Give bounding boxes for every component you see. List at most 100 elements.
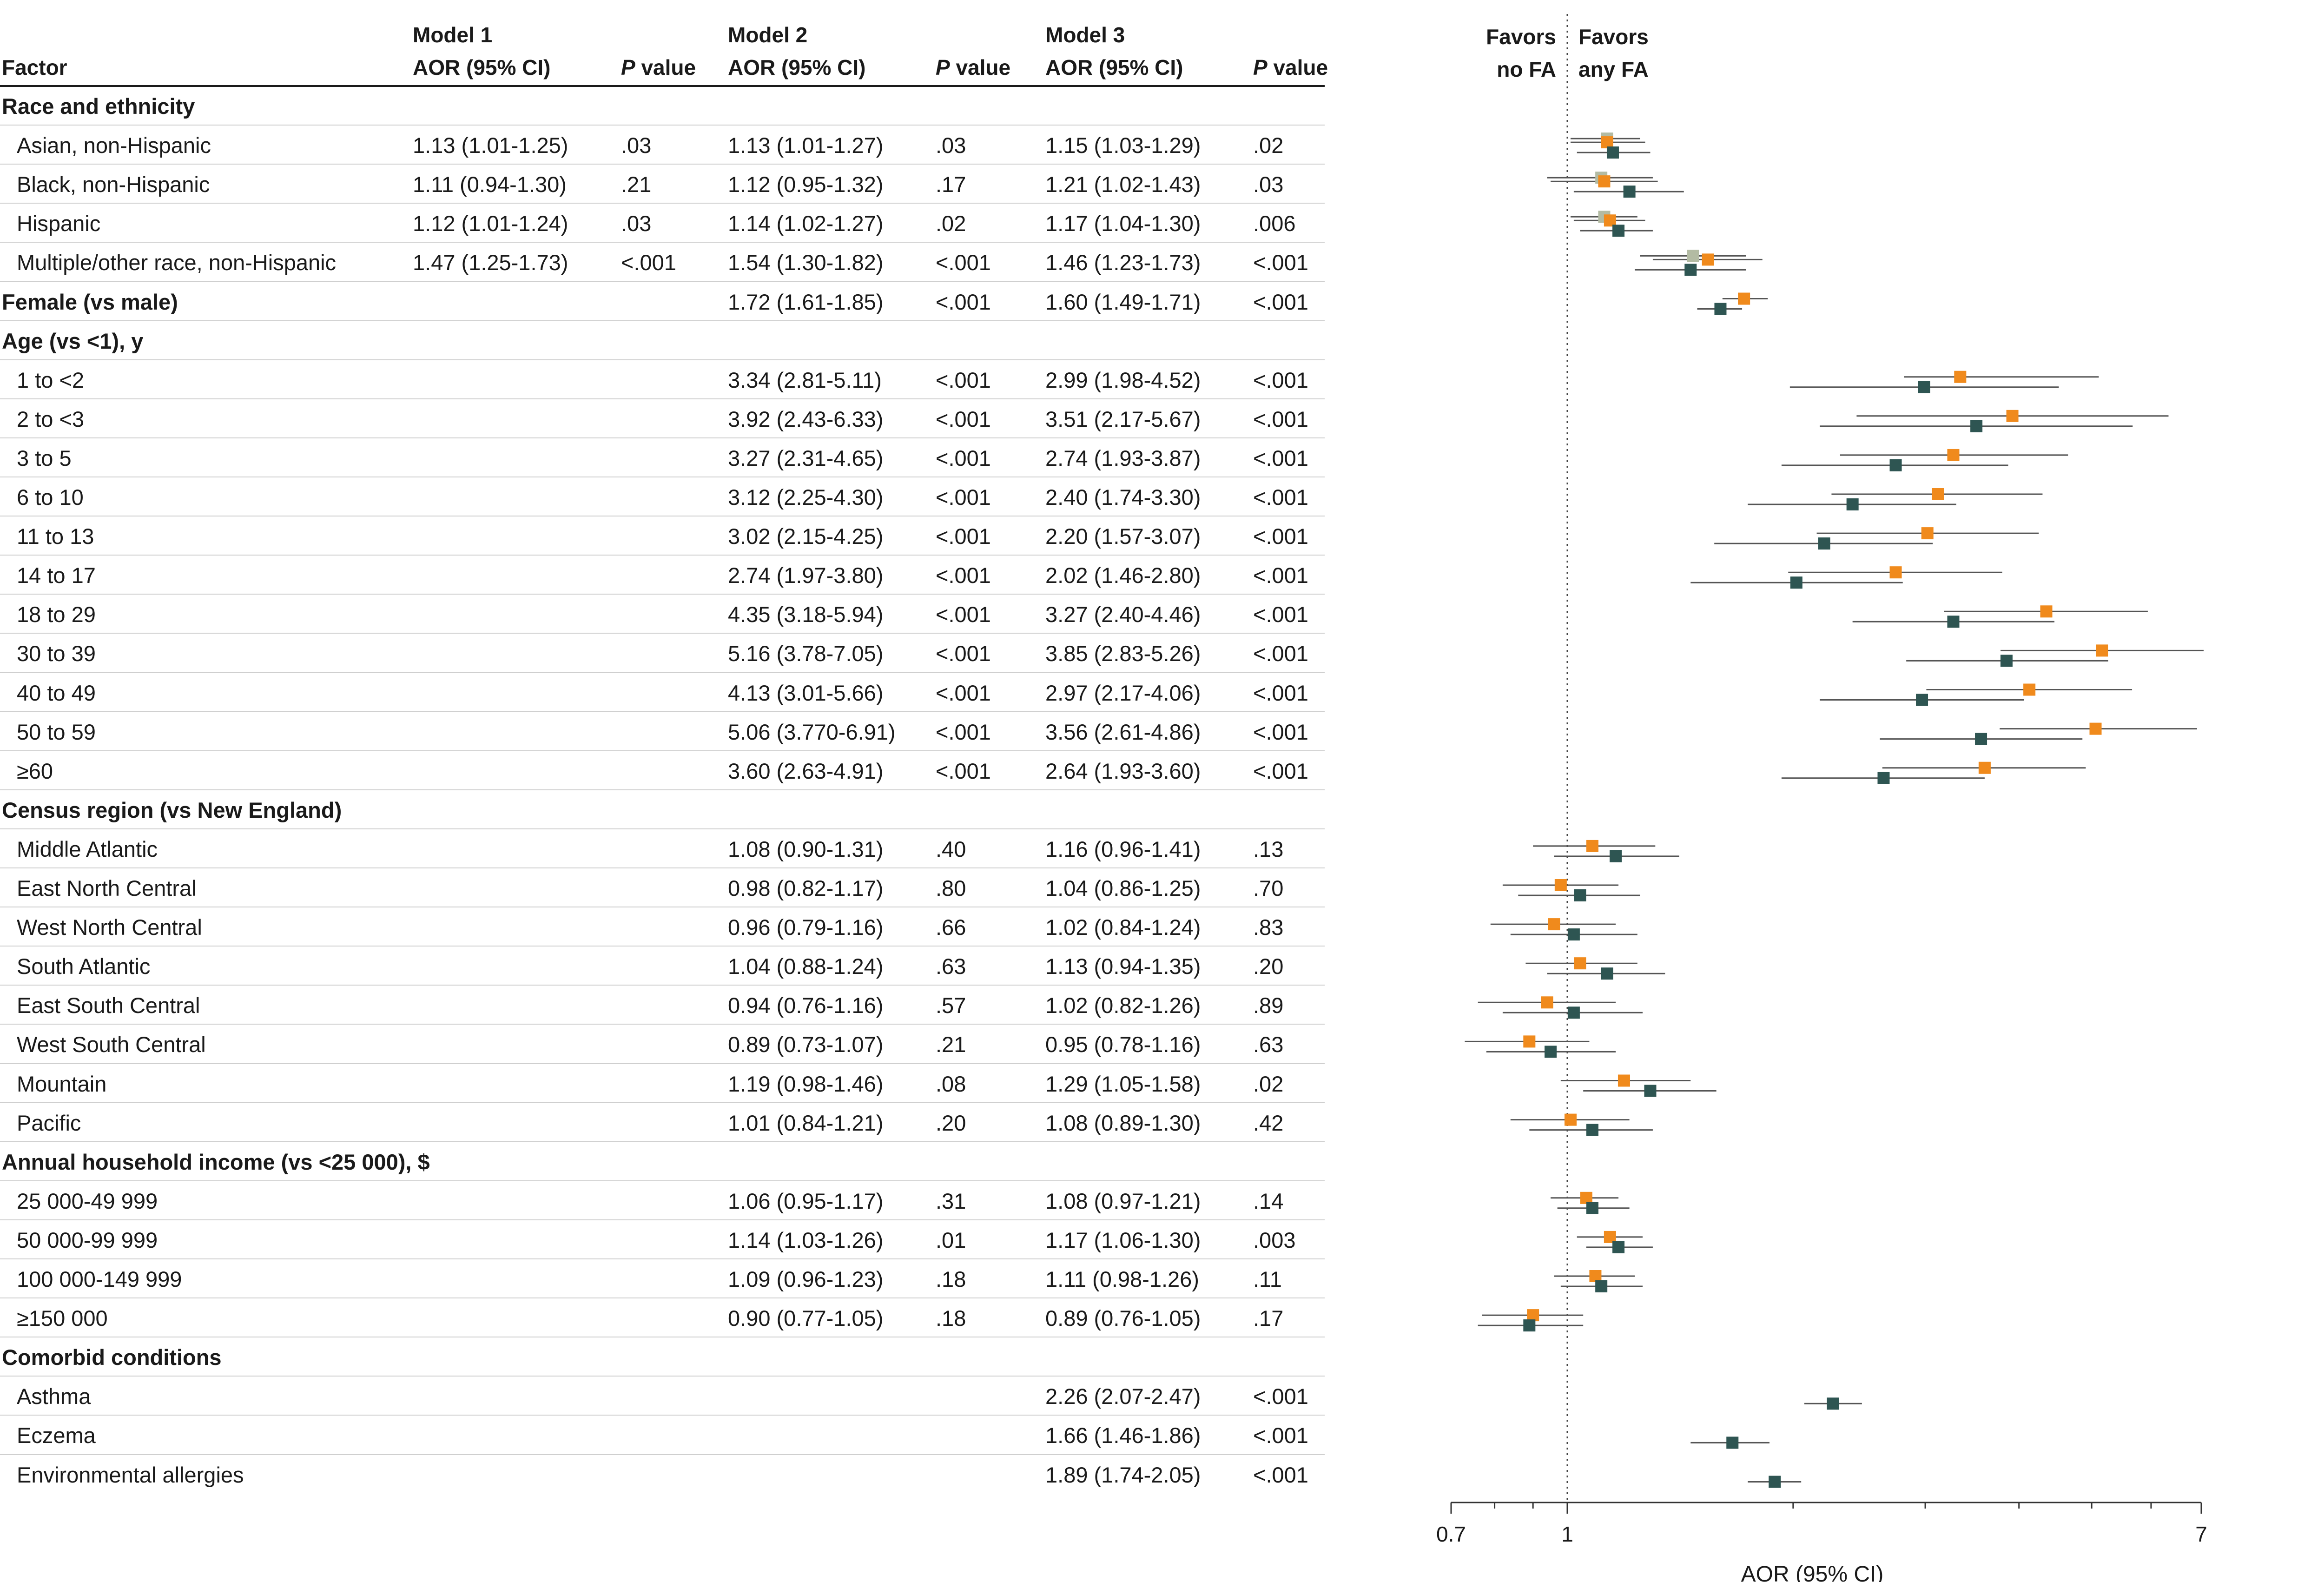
factor-label: 100 000-149 999 (17, 1267, 182, 1291)
table-row: 18 to 29 4.35 (3.18-5.94) <.001 3.27 (2.40-… (0, 594, 1325, 633)
p-value-cell-model2: <.001 (936, 406, 991, 431)
table-row: 14 to 17 2.74 (1.97-3.80) <.001 2.02 (1.46-… (0, 555, 1325, 594)
estimate-point (1580, 1191, 1592, 1204)
aor-cell-model3: 1.21 (1.02-1.43) (1045, 172, 1201, 197)
x-tick-label: 7 (2195, 1522, 2207, 1546)
table-row: 2 to <3 3.92 (2.43-6.33) <.001 3.51 (2.17-5… (0, 398, 1325, 437)
p-value-cell-model2: .20 (936, 1110, 966, 1135)
p-value-cell-model2: .80 (936, 876, 966, 900)
aor-cell-model2: 3.34 (2.81-5.11) (728, 367, 882, 392)
p-value-cell-model2: .08 (936, 1071, 966, 1096)
favors-no-fa-label: Favors (1486, 25, 1556, 49)
p-value-cell-model2: <.001 (936, 524, 991, 549)
aor-cell-model2: 1.14 (1.02-1.27) (728, 211, 884, 236)
aor-cell-model3: 1.60 (1.49-1.71) (1045, 289, 1201, 314)
aor-cell-model1: 1.13 (1.01-1.25) (413, 133, 568, 158)
factor-label: 6 to 10 (17, 485, 84, 510)
p-value-cell-model2: .02 (936, 211, 966, 236)
p-value-cell-model3: <.001 (1253, 524, 1308, 549)
factor-label: Race and ethnicity (2, 94, 195, 119)
table-row: 6 to 10 3.12 (2.25-4.30) <.001 2.40 (1.74-3… (0, 477, 1325, 516)
p-value-cell-model2: .40 (936, 836, 966, 861)
p-value-cell-model3: .02 (1253, 133, 1284, 158)
model1-aor-header: AOR (95% CI) (413, 55, 551, 79)
factor-label: 18 to 29 (17, 602, 96, 627)
estimate-point (1846, 498, 1859, 510)
estimate-point (1827, 1397, 1839, 1410)
x-tick-label: 0.7 (1436, 1522, 1466, 1546)
factor-header: Factor (2, 55, 67, 79)
aor-cell-model2: 1.72 (1.61-1.85) (728, 289, 884, 314)
estimate-point (1612, 1241, 1625, 1253)
estimate-point (1818, 537, 1830, 550)
row-divider (0, 125, 1325, 126)
p-value-cell-model3: .02 (1253, 1071, 1284, 1096)
estimate-point (1714, 303, 1727, 315)
factor-label: Hispanic (17, 211, 101, 236)
p-value-cell-model2: <.001 (936, 758, 991, 783)
table-row: Middle Atlantic 1.08 (0.90-1.31) .40 1.16 (… (0, 828, 1325, 867)
p-value-cell-model3: .20 (1253, 954, 1284, 979)
aor-cell-model3: 1.08 (0.97-1.21) (1045, 1188, 1201, 1213)
row-divider (0, 164, 1325, 165)
estimate-point (1975, 733, 1987, 745)
estimate-point (1598, 175, 1611, 188)
table-row: ≥150 000 0.90 (0.77-1.05) .18 0.89 (0.76-1.… (0, 1297, 1325, 1337)
row-divider (0, 320, 1325, 321)
factor-label: East North Central (17, 876, 197, 900)
row-divider (0, 789, 1325, 790)
p-value-cell-model2: <.001 (936, 641, 991, 666)
aor-cell-model2: 1.08 (0.90-1.31) (728, 836, 884, 861)
estimate-point (1889, 459, 1902, 471)
aor-cell-model3: 1.16 (0.96-1.41) (1045, 836, 1201, 861)
p-value-cell-model2: <.001 (936, 680, 991, 705)
estimate-point (1548, 918, 1560, 931)
estimate-point (1947, 616, 1960, 628)
aor-cell-model2: 2.74 (1.97-3.80) (728, 563, 884, 588)
aor-cell-model3: 1.46 (1.23-1.73) (1045, 250, 1201, 275)
estimate-point (1612, 225, 1625, 237)
model2-title: Model 2 (728, 23, 808, 47)
aor-cell-model3: 1.15 (1.03-1.29) (1045, 133, 1201, 158)
aor-cell-model3: 2.40 (1.74-3.30) (1045, 485, 1201, 510)
row-divider (0, 1102, 1325, 1103)
estimate-point (1586, 1202, 1598, 1214)
table-row: 25 000-49 999 1.06 (0.95-1.17) .31 1.08 (0.… (0, 1180, 1325, 1219)
p-value-cell-model3: .11 (1253, 1267, 1282, 1291)
row-divider (0, 555, 1325, 556)
row-divider (0, 242, 1325, 243)
table-row: Multiple/other race, non-Hispanic 1.47 (1… (0, 242, 1325, 281)
table-row: Mountain 1.19 (0.98-1.46) .08 1.29 (1.05-1.… (0, 1063, 1325, 1102)
p-value-cell-model2: <.001 (936, 563, 991, 588)
p-value-cell-model3: .70 (1253, 876, 1284, 900)
p-value-cell-model1: .03 (621, 211, 652, 236)
estimate-point (1954, 371, 1967, 383)
p-value-cell-model2: .21 (936, 1032, 966, 1057)
row-divider (0, 711, 1325, 712)
table-row: East South Central 0.94 (0.76-1.16) .57 1.0… (0, 985, 1325, 1024)
table-row: Black, non-Hispanic 1.11 (0.94-1.30) .21 1.… (0, 164, 1325, 203)
row-divider (0, 437, 1325, 438)
estimate-point (1541, 996, 1553, 1009)
p-value-cell-model2: .66 (936, 915, 966, 940)
estimate-point (1889, 566, 1902, 579)
estimate-point (1970, 420, 1983, 432)
factor-label: 50 000-99 999 (17, 1227, 158, 1252)
factor-label: Environmental allergies (17, 1462, 244, 1487)
p-value-cell-model3: <.001 (1253, 289, 1308, 314)
p-value-cell-model2: <.001 (936, 367, 991, 392)
p-value-cell-model3: .89 (1253, 993, 1284, 1018)
aor-cell-model2: 1.14 (1.03-1.26) (728, 1227, 884, 1252)
row-divider (0, 1219, 1325, 1220)
aor-cell-model2: 1.04 (0.88-1.24) (728, 954, 884, 979)
p-value-cell-model2: <.001 (936, 485, 991, 510)
row-divider (0, 1180, 1325, 1181)
factor-label: Asian, non-Hispanic (17, 133, 211, 158)
factor-label: 2 to <3 (17, 406, 85, 431)
aor-cell-model1: 1.12 (1.01-1.24) (413, 211, 568, 236)
estimate-point (1595, 1280, 1608, 1292)
factor-label: 11 to 13 (17, 524, 94, 549)
aor-cell-model3: 0.89 (0.76-1.05) (1045, 1306, 1201, 1331)
aor-cell-model3: 2.99 (1.98-4.52) (1045, 367, 1201, 392)
table-row: Pacific 1.01 (0.84-1.21) .20 1.08 (0.89-1.3… (0, 1102, 1325, 1141)
